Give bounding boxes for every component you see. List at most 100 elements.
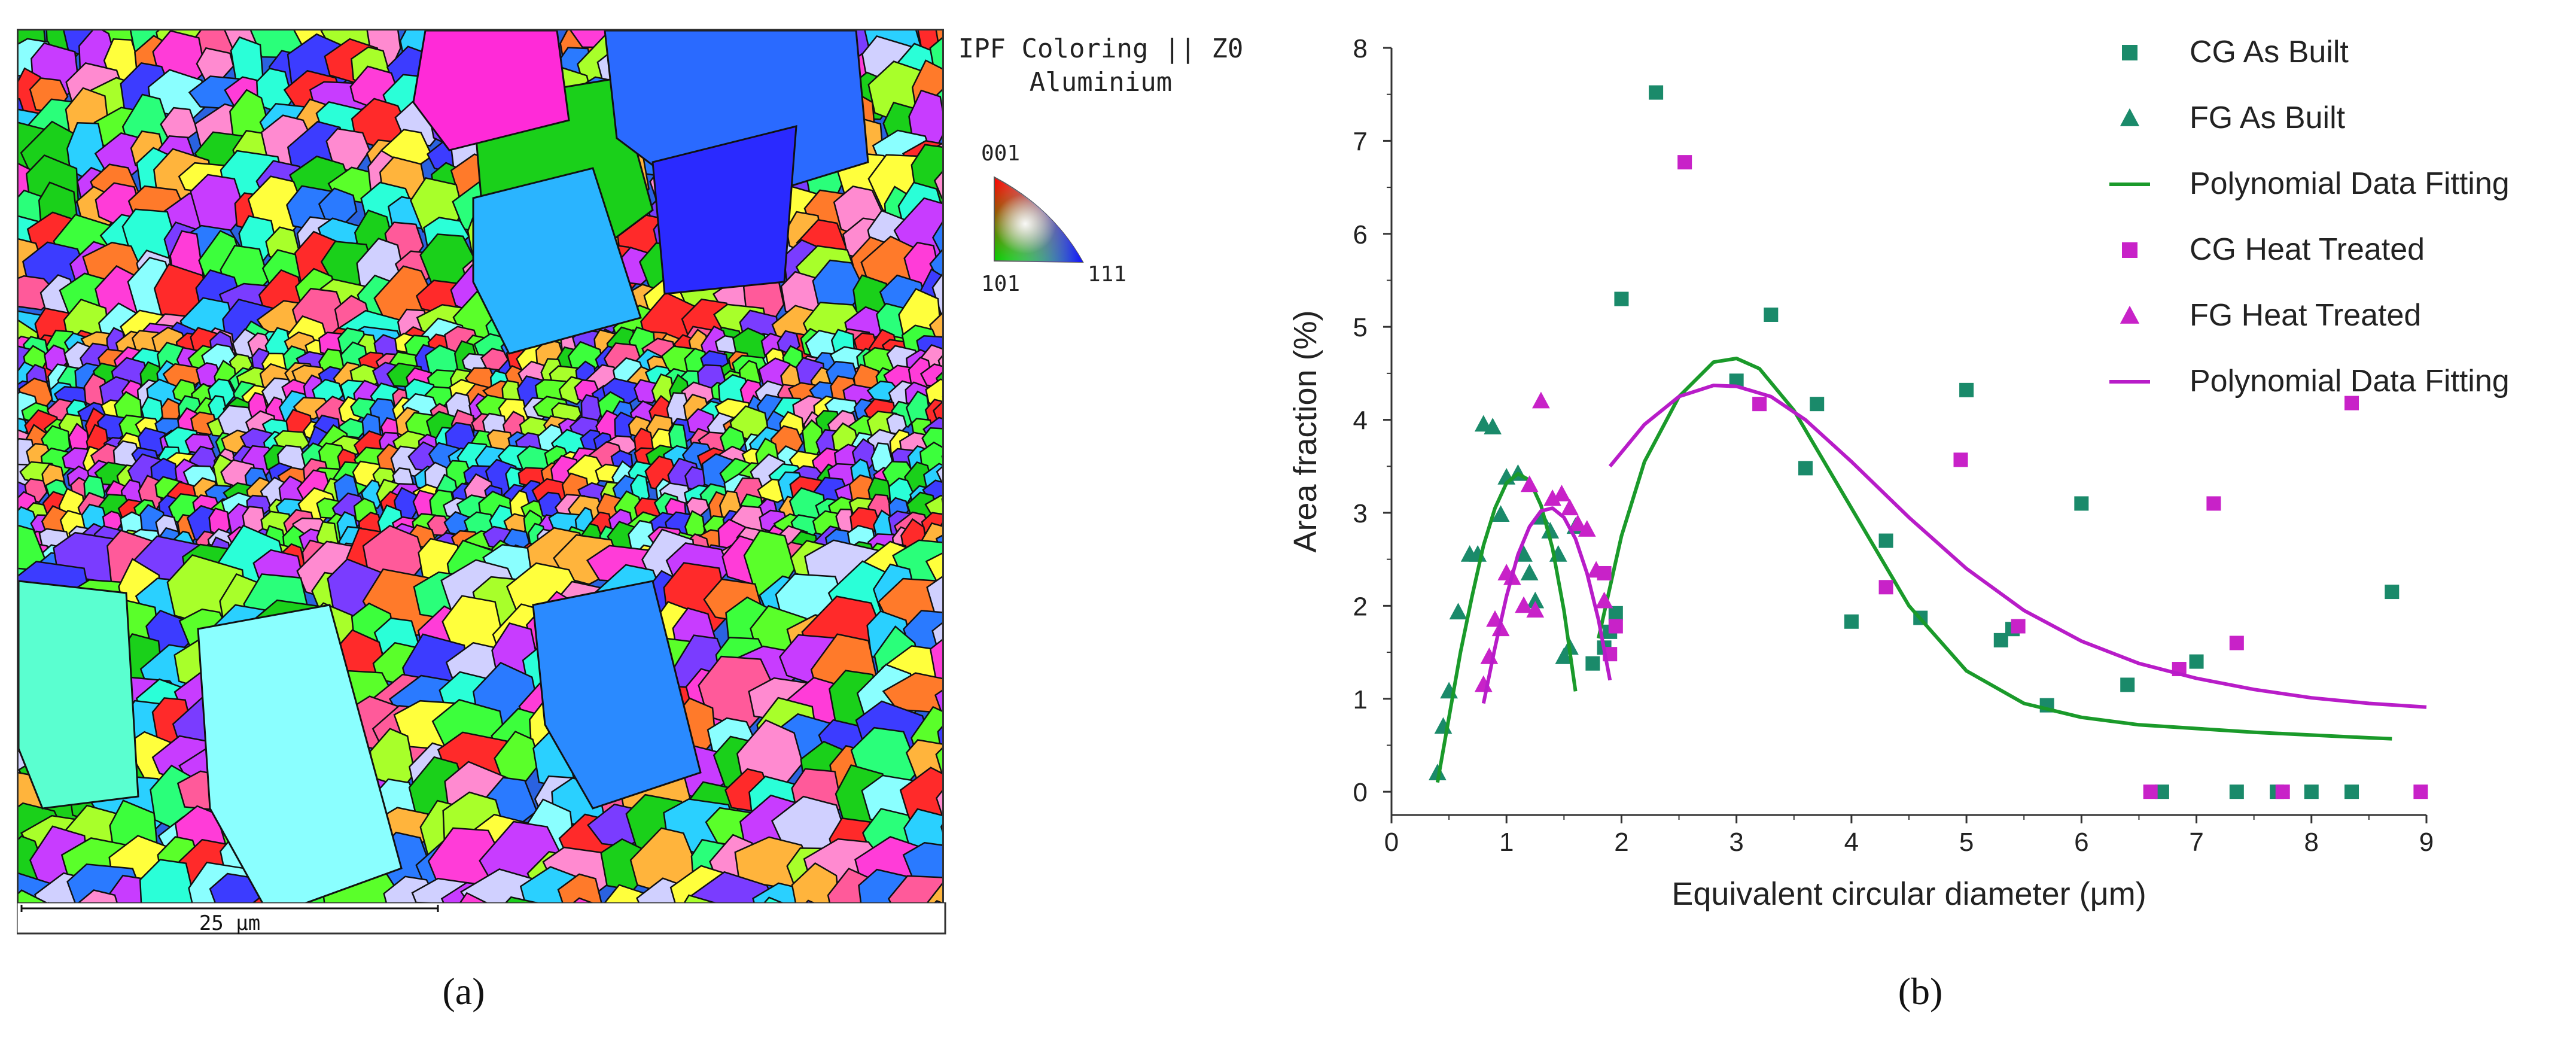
ipf-legend-title: IPF Coloring || Z0 — [958, 34, 1244, 64]
ipf-triangle-white-center — [994, 177, 1083, 262]
ebsd-coarse-grain — [412, 31, 570, 151]
data-point — [2229, 784, 2244, 799]
data-point — [1585, 656, 1600, 671]
ebsd-grain — [931, 273, 942, 317]
chart-b: 0 1 2 3 4 5 6 7 8 9 0 1 2 3 4 5 6 7 8 Equivalent circular d… — [1287, 34, 2510, 912]
data-point — [2275, 784, 2290, 799]
ebsd-coarse-grain — [19, 580, 139, 810]
data-point — [1532, 391, 1550, 409]
data-point — [1520, 475, 1539, 492]
legend-marker — [2120, 305, 2140, 324]
legend-marker — [2120, 108, 2140, 126]
data-point — [1526, 601, 1545, 618]
ebsd-grain — [882, 672, 942, 714]
data-point — [2189, 654, 2204, 669]
x-tick-label: 9 — [2419, 828, 2434, 857]
ebsd-coarse-grain — [532, 580, 702, 810]
y-tick-label: 1 — [1353, 685, 1368, 714]
ebsd-coarse-grain — [472, 167, 642, 355]
data-point — [2206, 496, 2221, 511]
y-tick-label: 8 — [1353, 34, 1368, 63]
data-point — [1878, 533, 1893, 548]
data-point — [2229, 635, 2244, 650]
data-point — [1484, 418, 1502, 434]
y-axis-label: Area fraction (%) — [1287, 310, 1323, 552]
ebsd-grain — [934, 689, 942, 717]
ebsd-grain-mosaic — [19, 31, 942, 932]
x-tick-label: 3 — [1729, 828, 1743, 857]
data-point — [1677, 155, 1692, 170]
data-point — [1555, 647, 1573, 664]
legend-label: CG Heat Treated — [2190, 232, 2425, 267]
data-point — [1543, 489, 1561, 506]
ebsd-grain — [924, 494, 942, 517]
data-point — [1569, 514, 1587, 531]
series-2 — [1435, 357, 2392, 783]
y-tick-label: 2 — [1353, 592, 1368, 621]
data-point — [2011, 619, 2026, 634]
data-point — [1810, 397, 1825, 412]
ipf-legend: IPF Coloring || Z0 Aluminium 001 101 111 — [957, 29, 1244, 292]
data-point — [1752, 397, 1767, 412]
legend-label: FG Heat Treated — [2190, 298, 2421, 333]
data-point — [1491, 505, 1510, 522]
data-point — [1561, 498, 1579, 516]
data-point — [1449, 603, 1467, 620]
ebsd-grain — [936, 466, 942, 483]
ipf-corner-001: 001 — [981, 141, 1020, 166]
legend-label: Polynomial Data Fitting — [2190, 166, 2510, 201]
x-tick-label: 2 — [1614, 828, 1628, 857]
data-point — [2413, 784, 2428, 799]
data-point — [1844, 614, 1859, 629]
ebsd-grain — [480, 348, 509, 371]
data-point — [2074, 496, 2089, 511]
ebsd-grain — [940, 823, 942, 833]
data-point — [1764, 307, 1779, 322]
x-tick-label: 6 — [2074, 828, 2088, 857]
ipf-triangle-key: 001 101 111 — [981, 141, 1126, 292]
ebsd-panel — [17, 29, 944, 933]
data-point — [1552, 485, 1571, 501]
x-axis-label: Equivalent circular diameter (μm) — [1671, 876, 2146, 912]
data-point — [1959, 382, 1974, 397]
data-point — [2344, 396, 2359, 410]
data-point — [1526, 591, 1545, 609]
ebsd-grain — [929, 248, 942, 278]
ebsd-grain — [925, 552, 942, 585]
data-point — [2304, 784, 2319, 799]
ipf-legend-material: Aluminium — [1029, 67, 1173, 98]
ebsd-coarse-grain — [651, 125, 797, 295]
x-tick-label: 7 — [2189, 828, 2203, 857]
scale-bar-frame — [17, 902, 946, 935]
data-point — [1649, 85, 1664, 100]
ebsd-grain — [935, 789, 942, 818]
data-point — [1953, 452, 1968, 467]
data-point — [1520, 564, 1539, 580]
ipf-corner-101: 101 — [981, 272, 1020, 292]
x-tick-label: 0 — [1384, 828, 1399, 857]
x-tick-label: 5 — [1959, 828, 1974, 857]
data-point — [1608, 606, 1623, 621]
data-point — [1429, 764, 1447, 780]
data-point — [1515, 596, 1533, 613]
data-point — [2120, 677, 2135, 692]
data-point — [2385, 585, 2400, 600]
legend-label: CG As Built — [2190, 35, 2349, 69]
data-point — [1878, 580, 1893, 595]
y-tick-label: 4 — [1353, 406, 1368, 436]
caption-b: (b) — [1898, 970, 1943, 1012]
ebsd-grain — [933, 171, 942, 199]
y-tick-label: 6 — [1353, 220, 1368, 250]
ebsd-grain — [935, 747, 942, 777]
data-point — [2344, 784, 2359, 799]
data-point — [1578, 520, 1596, 537]
legend-label: FG As Built — [2190, 101, 2346, 135]
ebsd-grain — [926, 576, 942, 624]
ebsd-coarse-grain — [197, 604, 403, 917]
data-point — [1595, 591, 1613, 609]
y-tick-label: 3 — [1353, 499, 1368, 528]
fit-curve — [1597, 357, 2392, 741]
x-tick-label: 8 — [2304, 828, 2319, 857]
legend-marker — [2122, 45, 2137, 60]
data-point — [1541, 522, 1560, 539]
